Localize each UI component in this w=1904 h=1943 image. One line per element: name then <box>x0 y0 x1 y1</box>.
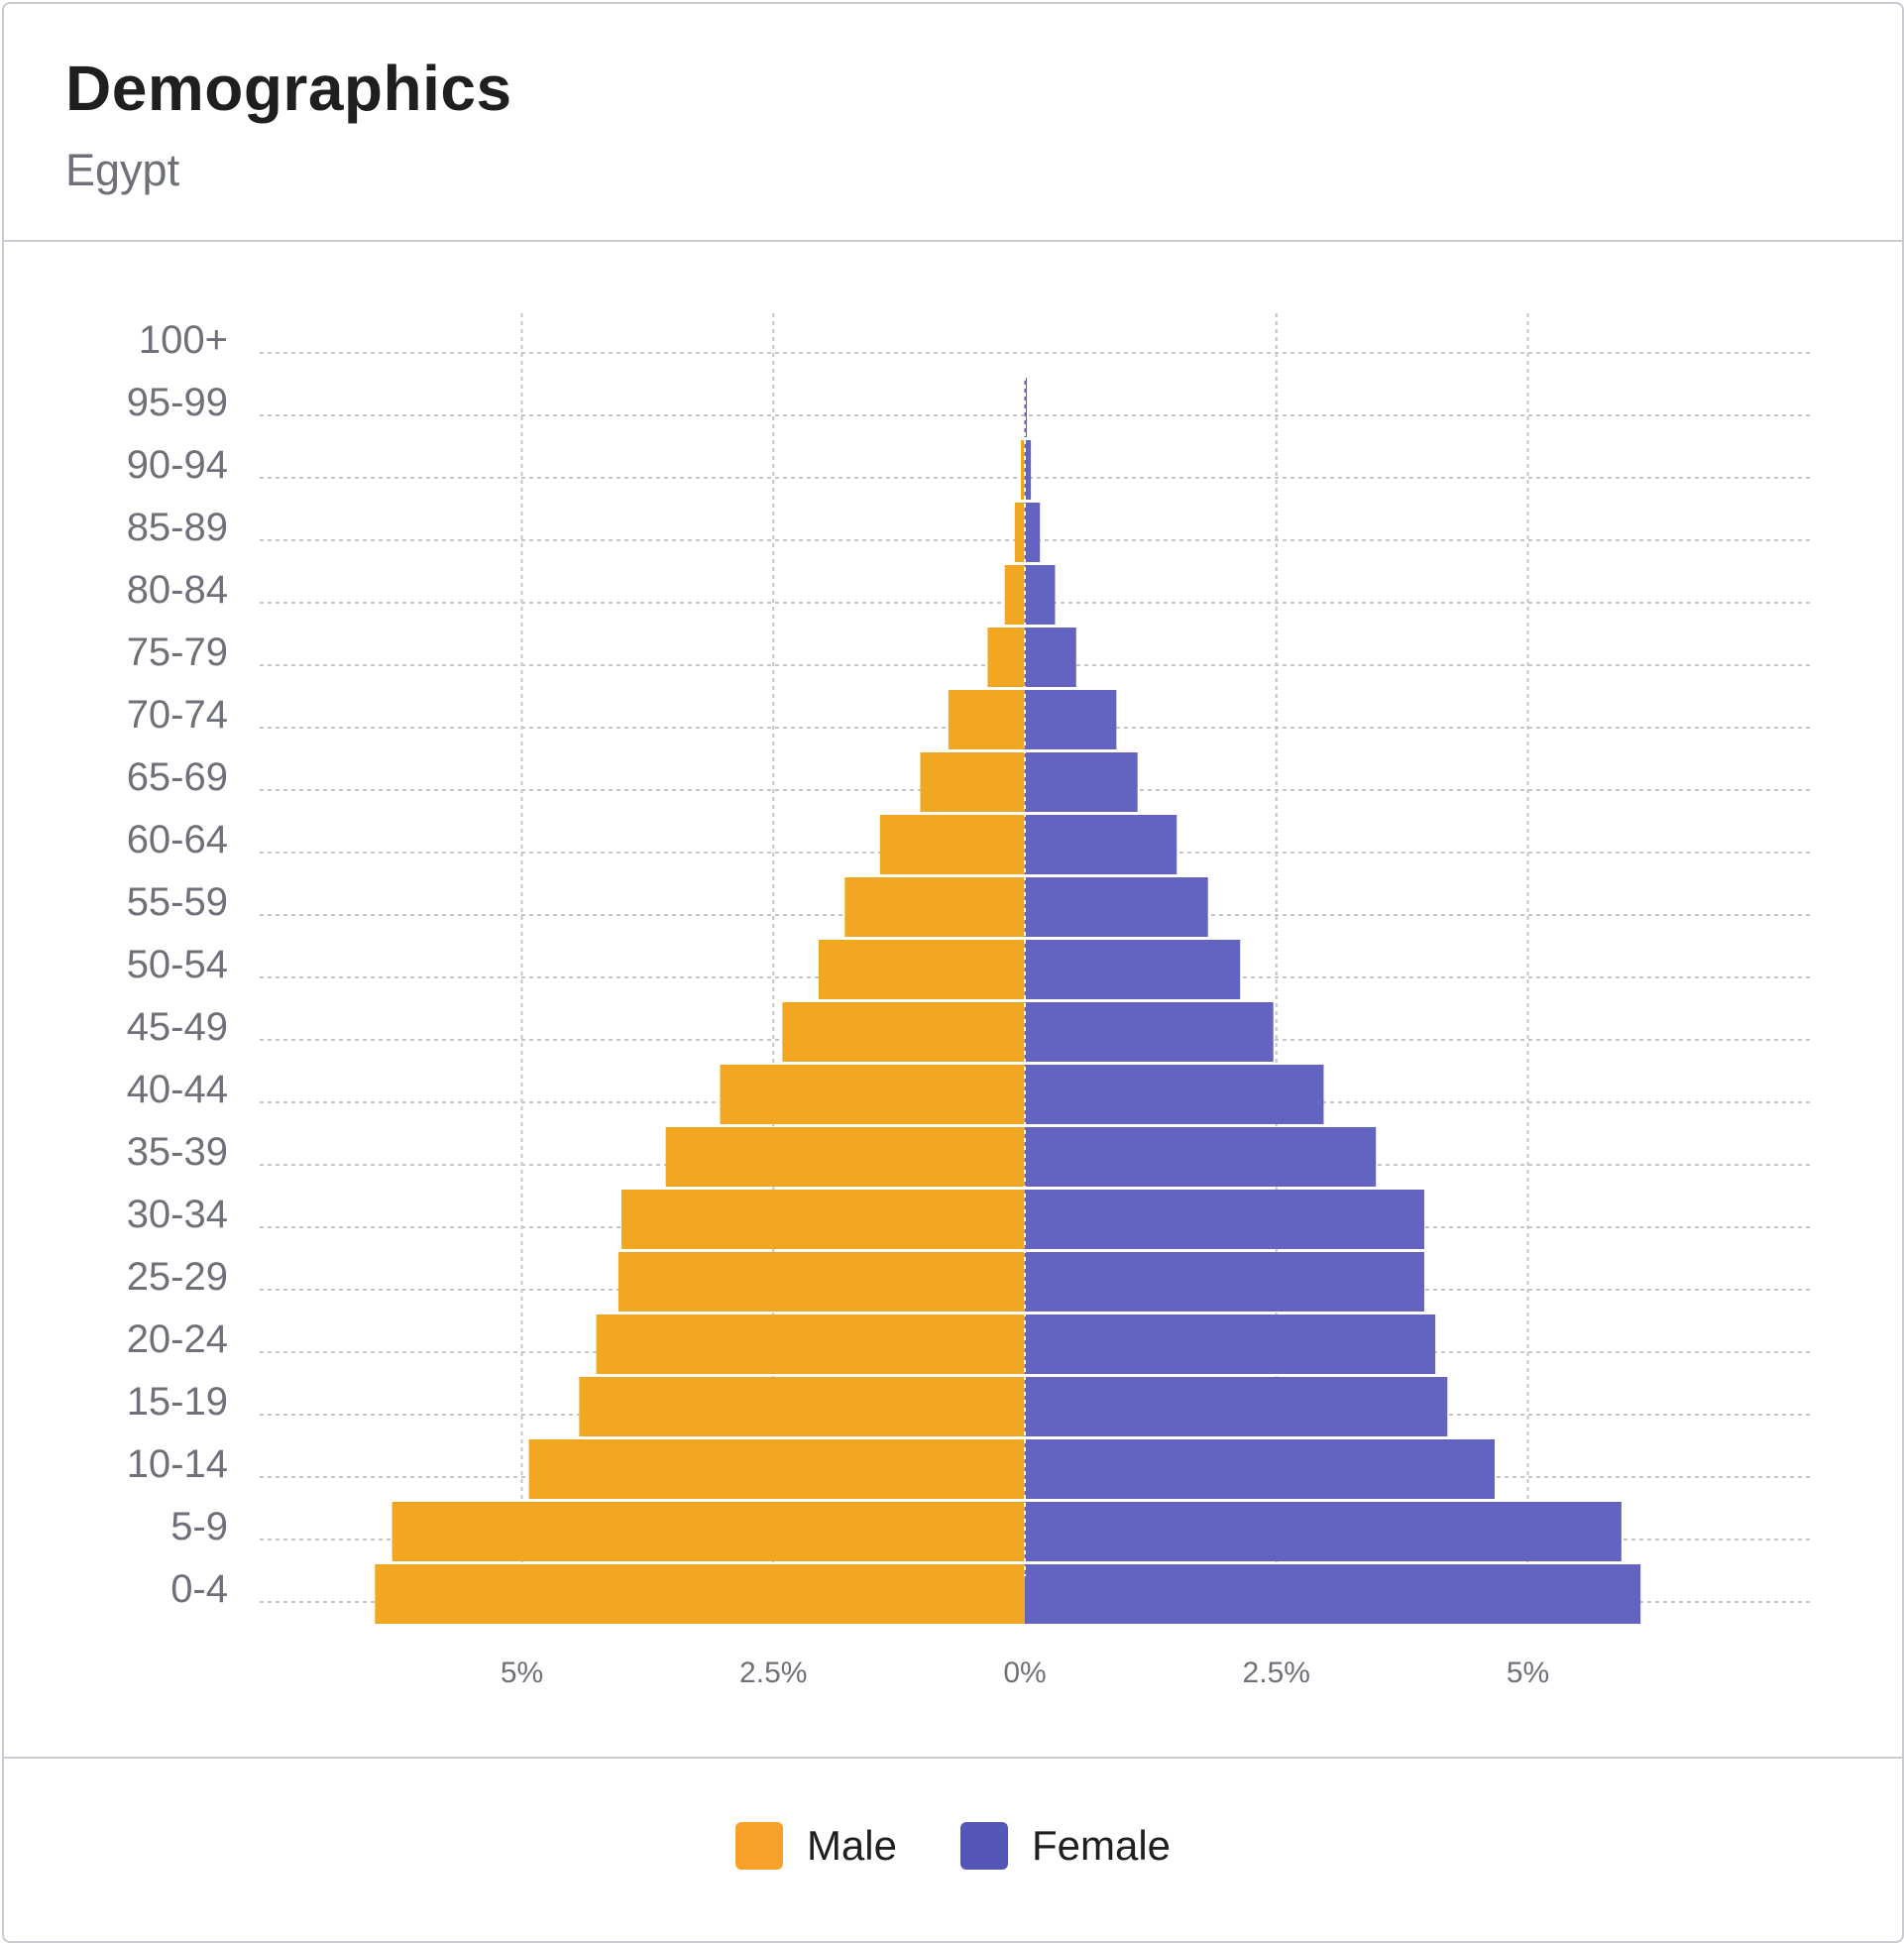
age-group-label: 50-54 <box>127 943 228 986</box>
x-tick-label: 0% <box>1003 1657 1046 1689</box>
male-swatch <box>734 1822 783 1870</box>
bar-female-65-69 <box>1025 752 1138 812</box>
bar-layer <box>375 313 1641 1624</box>
bar-female-20-24 <box>1025 1314 1436 1374</box>
bar-male-75-79 <box>987 628 1025 687</box>
bar-female-80-84 <box>1025 565 1056 625</box>
bar-male-60-64 <box>879 815 1025 874</box>
bar-female-40-44 <box>1025 1065 1324 1124</box>
chart-area: 5% 2.5% 0% 2.5% 5% 100+ 95-99 90-94 85-89 80-84 75… <box>4 242 1902 1757</box>
bar-female-5-9 <box>1025 1502 1622 1561</box>
legend: Male Female <box>4 1822 1902 1870</box>
bar-male-30-34 <box>620 1190 1025 1249</box>
bar-female-75-79 <box>1025 628 1076 687</box>
chart-title: Demographics <box>65 53 512 124</box>
age-group-label: 60-64 <box>127 818 228 861</box>
age-group-label: 15-19 <box>127 1380 228 1424</box>
age-group-label: 0-4 <box>170 1567 228 1611</box>
age-group-label: 85-89 <box>127 506 228 549</box>
bar-male-50-54 <box>818 940 1025 999</box>
age-group-label: 95-99 <box>127 381 228 424</box>
bar-female-70-74 <box>1025 690 1117 749</box>
bar-male-5-9 <box>392 1502 1025 1561</box>
bar-male-0-4 <box>375 1564 1025 1624</box>
label-layer: 5% 2.5% 0% 2.5% 5% 100+ 95-99 90-94 85-89 80-84 75… <box>127 318 1549 1689</box>
bar-male-80-84 <box>1004 565 1025 625</box>
bar-female-55-59 <box>1025 877 1208 937</box>
bar-female-90-94 <box>1025 440 1032 500</box>
age-group-label: 5-9 <box>170 1505 228 1548</box>
bar-male-40-44 <box>720 1065 1025 1124</box>
legend-item-female[interactable]: Female <box>959 1822 1172 1870</box>
age-group-label: 40-44 <box>127 1068 228 1111</box>
bar-male-90-94 <box>1020 440 1025 500</box>
age-group-label: 70-74 <box>127 693 228 737</box>
bar-male-15-19 <box>579 1377 1025 1436</box>
bar-male-65-69 <box>920 752 1025 812</box>
bar-female-85-89 <box>1025 503 1041 562</box>
x-tick-label: 2.5% <box>739 1657 807 1689</box>
legend-label-male: Male <box>806 1822 897 1869</box>
bar-female-45-49 <box>1025 1002 1274 1062</box>
age-group-label: 35-39 <box>127 1130 228 1174</box>
x-tick-label: 5% <box>1507 1657 1549 1689</box>
legend-item-male[interactable]: Male <box>734 1822 897 1870</box>
bar-female-15-19 <box>1025 1377 1448 1436</box>
card-footer: Male Female <box>4 1757 1902 1941</box>
bar-female-60-64 <box>1025 815 1177 874</box>
bar-male-55-59 <box>844 877 1025 937</box>
bar-male-95-99 <box>1023 378 1025 437</box>
bar-female-10-14 <box>1025 1439 1496 1499</box>
age-group-label: 45-49 <box>127 1005 228 1049</box>
bar-female-30-34 <box>1025 1190 1424 1249</box>
age-group-label: 100+ <box>139 318 228 362</box>
age-group-label: 30-34 <box>127 1193 228 1236</box>
bar-male-70-74 <box>948 690 1025 749</box>
age-group-label: 25-29 <box>127 1255 228 1299</box>
bar-male-20-24 <box>596 1314 1025 1374</box>
bar-female-0-4 <box>1025 1564 1641 1624</box>
x-tick-label: 2.5% <box>1243 1657 1310 1689</box>
bar-female-25-29 <box>1025 1252 1424 1312</box>
age-group-label: 55-59 <box>127 880 228 924</box>
x-tick-label: 5% <box>501 1657 543 1689</box>
bar-female-35-39 <box>1025 1127 1377 1187</box>
female-swatch <box>959 1822 1008 1870</box>
bar-female-95-99 <box>1025 378 1028 437</box>
bar-male-25-29 <box>617 1252 1025 1312</box>
age-group-label: 90-94 <box>127 443 228 487</box>
legend-label-female: Female <box>1031 1822 1172 1869</box>
card-header: Demographics Egypt <box>4 4 1902 242</box>
bar-male-35-39 <box>665 1127 1025 1187</box>
age-group-label: 75-79 <box>127 630 228 674</box>
chart-subtitle: Egypt <box>65 145 180 195</box>
age-group-label: 65-69 <box>127 755 228 799</box>
age-group-label: 20-24 <box>127 1317 228 1361</box>
bar-male-45-49 <box>782 1002 1025 1062</box>
population-pyramid-chart: 5% 2.5% 0% 2.5% 5% 100+ 95-99 90-94 85-89 80-84 75… <box>127 313 1814 1689</box>
bar-female-50-54 <box>1025 940 1241 999</box>
age-group-label: 10-14 <box>127 1442 228 1486</box>
age-group-label: 80-84 <box>127 568 228 612</box>
bar-male-10-14 <box>528 1439 1025 1499</box>
bar-male-85-89 <box>1014 503 1025 562</box>
